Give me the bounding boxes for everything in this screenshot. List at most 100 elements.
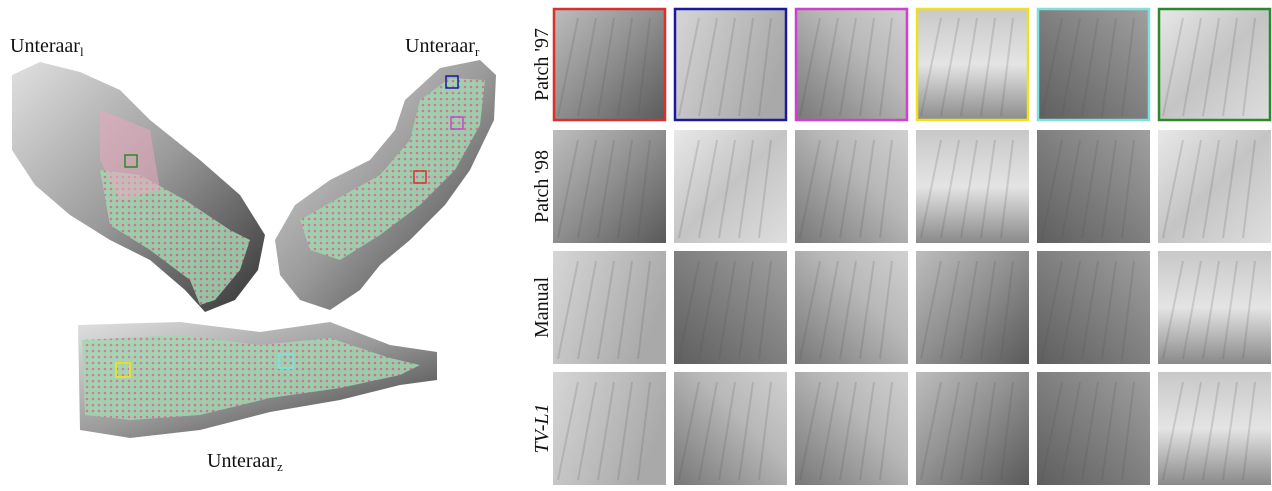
- patch-texture: [1000, 260, 1014, 360]
- patch-texture: [1041, 139, 1063, 239]
- patch-border: [915, 7, 1030, 122]
- patch-texture: [617, 381, 633, 481]
- patch-border: [794, 7, 909, 122]
- patch-image: [553, 251, 666, 364]
- patch-texture: [819, 139, 839, 239]
- patch-image: [916, 130, 1029, 243]
- map-label: Unteraarr: [405, 35, 480, 59]
- patch-texture: [698, 260, 718, 360]
- patch-texture: [859, 17, 875, 117]
- patch-texture: [637, 260, 651, 360]
- patch-texture: [859, 260, 875, 360]
- patch-texture: [678, 381, 700, 481]
- patch-image: [795, 130, 908, 243]
- patch-texture: [879, 260, 893, 360]
- patch-texture: [1162, 381, 1184, 481]
- patch-texture: [637, 17, 651, 117]
- patch-texture: [859, 381, 875, 481]
- patch-texture: [557, 139, 579, 239]
- patch-texture: [1202, 17, 1220, 117]
- patch-texture: [799, 139, 821, 239]
- patch-image: [1158, 130, 1271, 243]
- patch-texture: [758, 17, 772, 117]
- patch-texture: [1222, 260, 1238, 360]
- patch-image: [795, 8, 908, 121]
- patch-texture: [557, 260, 579, 360]
- map-left: [12, 62, 265, 312]
- patch-texture: [557, 17, 579, 117]
- patch-texture: [1242, 381, 1256, 481]
- patch-texture: [980, 139, 996, 239]
- patch-texture: [1101, 139, 1117, 239]
- patch-texture: [577, 17, 597, 117]
- patch-texture: [1041, 17, 1063, 117]
- patch-texture: [960, 17, 978, 117]
- patch-image: [1158, 372, 1271, 485]
- patch-texture: [1222, 17, 1238, 117]
- patch-texture: [678, 139, 700, 239]
- patch-texture: [758, 381, 772, 481]
- patch-image: [674, 372, 787, 485]
- patch-texture: [1101, 17, 1117, 117]
- patch-texture: [1202, 260, 1220, 360]
- patch-texture: [617, 17, 633, 117]
- patch-texture: [1121, 260, 1135, 360]
- patch-texture: [920, 260, 942, 360]
- patch-image: [674, 8, 787, 121]
- patch-texture: [1101, 260, 1117, 360]
- patch-texture: [980, 381, 996, 481]
- row-label: TV-L1: [531, 403, 553, 453]
- patch-texture: [940, 17, 960, 117]
- patch-texture: [1182, 17, 1202, 117]
- patch-texture: [698, 139, 718, 239]
- patch-image: [553, 8, 666, 121]
- patch-texture: [1121, 17, 1135, 117]
- patch-border: [673, 7, 788, 122]
- map-subscript: z: [277, 459, 283, 474]
- patch-texture: [819, 260, 839, 360]
- patch-texture: [1081, 260, 1099, 360]
- patch-texture: [577, 260, 597, 360]
- patch-texture: [940, 260, 960, 360]
- patch-image: [1158, 251, 1271, 364]
- patch-texture: [1202, 381, 1220, 481]
- row-label: Patch '97: [531, 28, 553, 101]
- patch-texture: [879, 381, 893, 481]
- patch-texture: [920, 17, 942, 117]
- map-label: Unteraarl: [10, 35, 84, 59]
- patch-texture: [758, 260, 772, 360]
- map-subscript: l: [80, 44, 84, 59]
- patch-texture: [1242, 17, 1256, 117]
- patch-border: [1157, 7, 1272, 122]
- patch-texture: [738, 260, 754, 360]
- patch-image: [1037, 372, 1150, 485]
- patch-texture: [698, 17, 718, 117]
- patch-texture: [678, 17, 700, 117]
- patch-texture: [839, 17, 857, 117]
- patch-image: [674, 251, 787, 364]
- patch-texture: [1121, 381, 1135, 481]
- patch-texture: [637, 381, 651, 481]
- patch-border: [1036, 7, 1151, 122]
- patch-texture: [758, 139, 772, 239]
- patch-texture: [920, 139, 942, 239]
- patch-texture: [1222, 381, 1238, 481]
- patch-texture: [617, 260, 633, 360]
- map-subscript: r: [475, 44, 480, 59]
- patch-image: [916, 8, 1029, 121]
- patch-texture: [1162, 139, 1184, 239]
- patch-texture: [1000, 17, 1014, 117]
- patch-texture: [1081, 139, 1099, 239]
- patch-image: [795, 372, 908, 485]
- patch-texture: [1101, 381, 1117, 481]
- patch-texture: [1081, 381, 1099, 481]
- patch-texture: [1202, 139, 1220, 239]
- patch-image: [1037, 251, 1150, 364]
- patch-texture: [577, 381, 597, 481]
- patch-texture: [617, 139, 633, 239]
- patch-texture: [1182, 139, 1202, 239]
- patch-grid: Patch '97 Patch '98 Manual TV-L1: [531, 7, 1272, 485]
- patch-texture: [577, 139, 597, 239]
- patch-texture: [960, 139, 978, 239]
- patch-texture: [718, 139, 736, 239]
